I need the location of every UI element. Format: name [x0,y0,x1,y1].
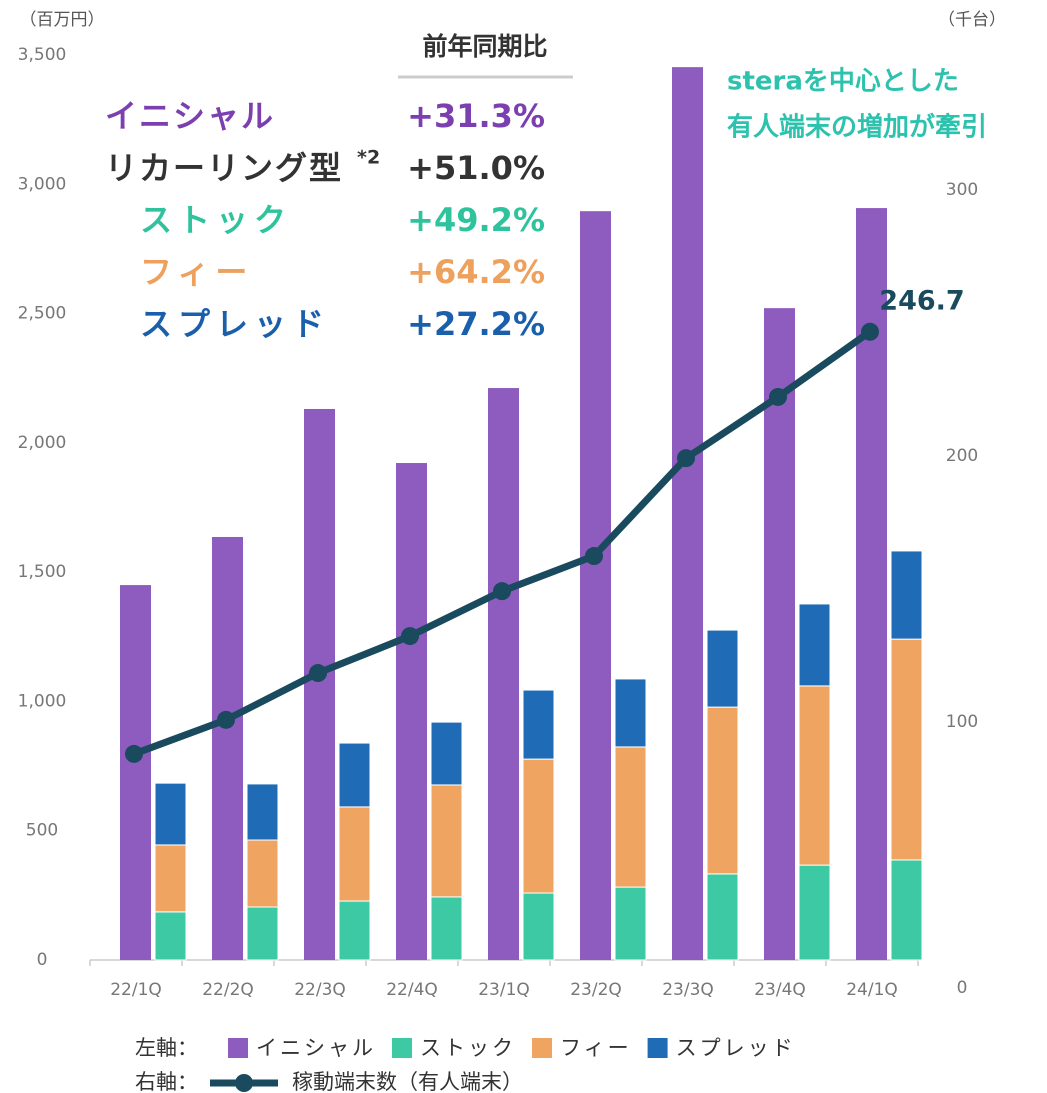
yoy-title: 前年同期比 [422,32,547,61]
stacked-bar [430,784,463,898]
legend-swatch [647,1038,668,1058]
stacked-bar [154,844,187,913]
stacked-bar [338,806,371,902]
line-point [401,627,419,646]
yoy-label: フィー [140,253,253,291]
x-tick-label: 22/3Q [294,980,346,1000]
x-tick-label: 23/1Q [478,980,530,1000]
legend-label: スプレッド [676,1036,796,1060]
bar [304,408,335,961]
line-point [677,449,695,468]
stacked-bar [890,638,923,861]
legend-label: 稼動端末数（有人端末） [292,1070,523,1093]
stacked-bar [522,689,555,760]
yoy-value: +31.3% [407,97,545,135]
legend-swatch [392,1038,412,1058]
line-point [861,322,879,341]
stacked-bar [522,758,555,894]
stacked-bar [798,685,831,866]
y-tick-label: 3,500 [18,45,67,65]
y-tick-label: 2,500 [18,304,67,324]
y-tick-label: 500 [26,821,58,841]
x-tick-label: 24/1Q [846,980,898,1000]
yoy-label: スプレッド [140,305,330,343]
legend-dot [235,1074,253,1092]
bar [856,208,887,960]
bar [488,388,519,960]
stacked-bar [614,886,647,961]
y-tick-label: 1,500 [18,562,67,582]
stacked-bar [798,603,831,687]
x-tick-label: 22/1Q [110,980,162,1000]
y-tick-label: 0 [37,950,48,970]
y-tick-label: 1,000 [18,691,67,711]
yoy-label: ストック [140,201,292,239]
legend-prefix: 左軸： [135,1036,198,1060]
x-tick-label: 22/4Q [386,980,438,1000]
line-point [309,664,327,683]
legend-label: フィー [560,1036,632,1060]
line-point [585,547,603,566]
y2-tick-label: 200 [946,446,978,466]
x-tick-label: 23/2Q [570,980,622,1000]
y-axis-label: （百万円） [20,10,105,30]
legend-label: ストック [420,1036,516,1060]
bar [580,211,611,961]
stacked-bar [614,678,647,748]
stacked-bar [430,721,463,786]
y2-axis-label: （千台） [938,10,1006,30]
yoy-value: +64.2% [407,253,545,291]
stacked-bar [890,859,923,961]
x-tick-label: 23/4Q [754,980,806,1000]
stacked-bar [706,706,739,875]
stacked-bar [430,896,463,961]
y2-tick-label: 0 [957,978,968,998]
y-tick-label: 2,000 [18,433,67,453]
stacked-bar [522,892,555,961]
annotation: steraを中心とした [727,67,959,97]
y-tick-label: 3,000 [18,174,67,194]
stacked-bar [246,783,279,841]
yoy-label: リカーリング型 [105,149,343,187]
line-point [493,582,511,601]
y2-tick-label: 300 [946,180,978,200]
yoy-value: +27.2% [407,305,545,343]
x-tick-label: 23/3Q [662,980,714,1000]
stacked-bar [246,839,279,908]
y2-tick-label: 100 [946,712,978,732]
stacked-bar [706,629,739,708]
line-point [125,744,143,763]
yoy-note: *2 [357,147,380,169]
stacked-bar [154,782,187,846]
x-tick-label: 22/2Q [202,980,254,1000]
legend-label: イニシャル [256,1036,376,1060]
bar [396,463,427,960]
bar [120,585,151,960]
stacked-bar [338,742,371,808]
legend-swatch [532,1038,552,1058]
yoy-value: +49.2% [407,201,545,239]
line-point [217,710,235,729]
stacked-bar [706,873,739,961]
stacked-bar [890,550,923,640]
bar [212,536,243,960]
stacked-bar [246,906,279,961]
stacked-bar [338,900,371,961]
annotation: 有人端末の増加が牽引 [727,112,987,143]
legend-prefix: 右軸： [135,1070,198,1093]
bar [764,308,795,960]
yoy-value: +51.0% [407,149,545,187]
data-label: 246.7 [879,285,964,316]
line-point [769,387,787,406]
bar [672,67,703,961]
legend-swatch [228,1038,248,1058]
stacked-bar [798,864,831,961]
yoy-label: イニシャル [105,97,275,135]
stacked-bar [154,911,187,961]
stacked-bar [614,746,647,888]
